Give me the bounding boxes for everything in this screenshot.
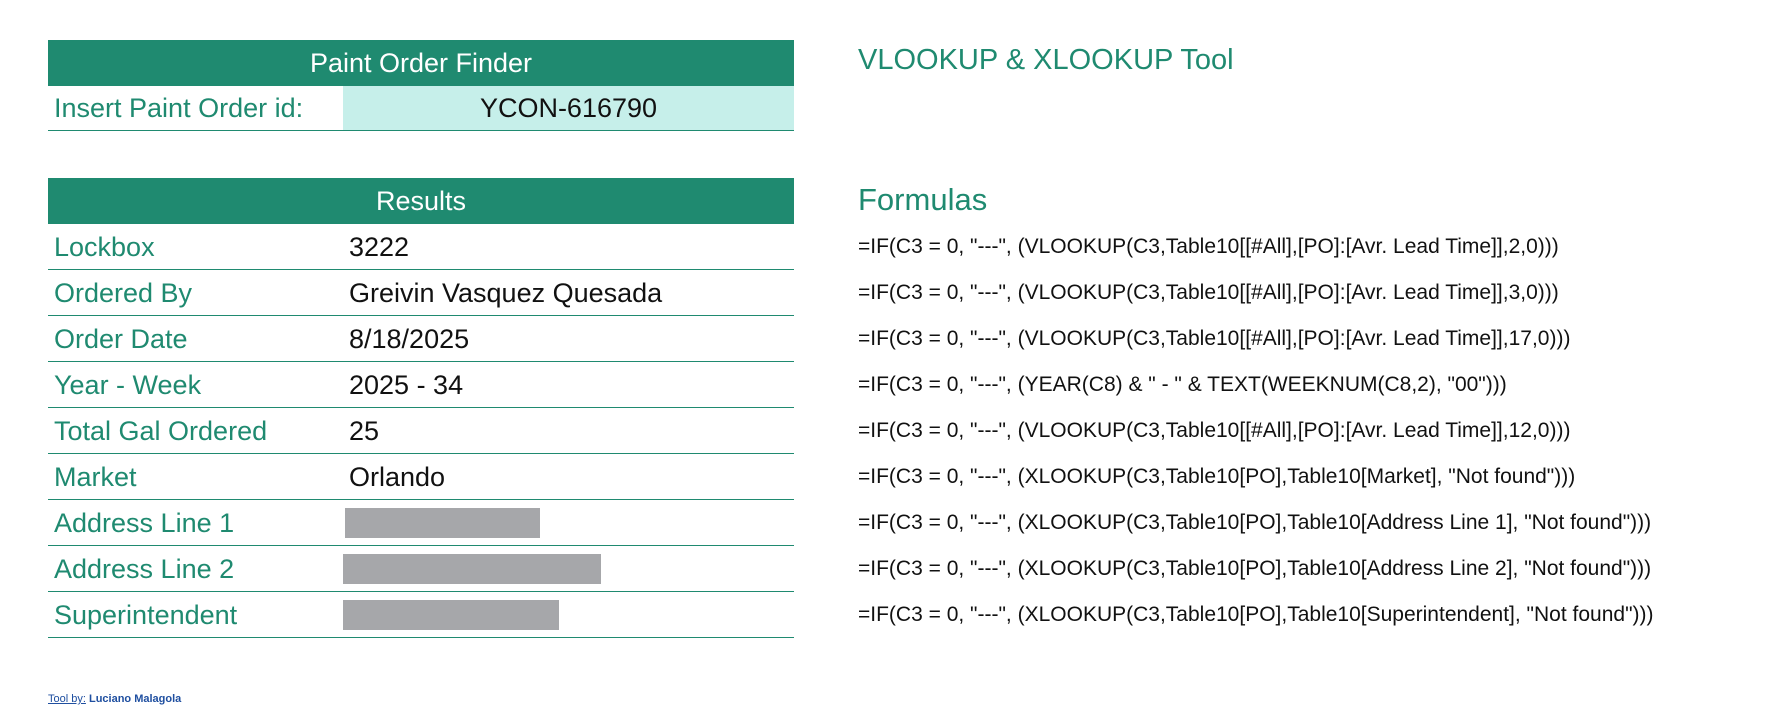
order-date-label: Order Date — [54, 323, 188, 354]
formulas-title: Formulas — [858, 182, 988, 217]
formula-address-line-2[interactable]: =IF(C3 = 0, "---", (XLOOKUP(C3,Table10[P… — [858, 557, 1652, 580]
superintendent-label: Superintendent — [54, 599, 238, 630]
year-week-value[interactable]: 2025 - 34 — [349, 369, 464, 400]
results-header: Results — [48, 178, 794, 224]
footer-credit: Tool by: Luciano Malagola — [48, 693, 181, 705]
result-row-address-line-2: Address Line 2 — [48, 546, 794, 592]
address-line-2-label: Address Line 2 — [54, 553, 235, 584]
result-row-lockbox: Lockbox 3222 — [48, 224, 794, 270]
year-week-label: Year - Week — [54, 369, 202, 400]
formula-superintendent[interactable]: =IF(C3 = 0, "---", (XLOOKUP(C3,Table10[P… — [858, 603, 1654, 626]
total-gal-value[interactable]: 25 — [349, 415, 380, 446]
footer-label[interactable]: Tool by: — [48, 693, 86, 705]
result-row-superintendent: Superintendent — [48, 592, 794, 638]
market-label: Market — [54, 461, 137, 492]
formula-market[interactable]: =IF(C3 = 0, "---", (XLOOKUP(C3,Table10[P… — [858, 465, 1576, 488]
formula-order-date[interactable]: =IF(C3 = 0, "---", (VLOOKUP(C3,Table10[[… — [858, 327, 1571, 350]
result-row-market: Market Orlando — [48, 454, 794, 500]
order-date-value[interactable]: 8/18/2025 — [349, 323, 470, 354]
order-id-value: YCON-616790 — [479, 92, 658, 123]
result-row-ordered-by: Ordered By Greivin Vasquez Quesada — [48, 270, 794, 316]
result-row-order-date: Order Date 8/18/2025 — [48, 316, 794, 362]
address-line-1-label: Address Line 1 — [54, 507, 235, 538]
total-gal-label: Total Gal Ordered — [54, 415, 268, 446]
order-id-row: Insert Paint Order id: YCON-616790 — [48, 86, 794, 131]
order-id-label: Insert Paint Order id: — [54, 93, 304, 123]
address-line-2-redacted-value[interactable] — [343, 554, 601, 584]
lockbox-value[interactable]: 3222 — [349, 231, 410, 262]
order-id-input[interactable]: YCON-616790 — [343, 86, 794, 130]
formula-year-week[interactable]: =IF(C3 = 0, "---", (YEAR(C8) & " - " & T… — [858, 373, 1507, 396]
market-value[interactable]: Orlando — [349, 461, 446, 492]
address-line-1-redacted-value[interactable] — [345, 508, 540, 538]
tool-title: VLOOKUP & XLOOKUP Tool — [858, 44, 1234, 76]
results-title: Results — [375, 185, 467, 216]
result-row-year-week: Year - Week 2025 - 34 — [48, 362, 794, 408]
lockbox-label: Lockbox — [54, 231, 155, 262]
ordered-by-label: Ordered By — [54, 277, 193, 308]
finder-title: Paint Order Finder — [309, 47, 533, 78]
result-row-address-line-1: Address Line 1 — [48, 500, 794, 546]
ordered-by-value[interactable]: Greivin Vasquez Quesada — [349, 277, 663, 308]
footer-author: Luciano Malagola — [88, 693, 182, 705]
formula-lockbox[interactable]: =IF(C3 = 0, "---", (VLOOKUP(C3,Table10[[… — [858, 235, 1559, 258]
superintendent-redacted-value[interactable] — [343, 600, 559, 630]
finder-header: Paint Order Finder — [48, 40, 794, 86]
formula-total-gal[interactable]: =IF(C3 = 0, "---", (VLOOKUP(C3,Table10[[… — [858, 419, 1571, 442]
result-row-total-gal: Total Gal Ordered 25 — [48, 408, 794, 454]
formula-ordered-by[interactable]: =IF(C3 = 0, "---", (VLOOKUP(C3,Table10[[… — [858, 281, 1559, 304]
formula-address-line-1[interactable]: =IF(C3 = 0, "---", (XLOOKUP(C3,Table10[P… — [858, 511, 1652, 534]
